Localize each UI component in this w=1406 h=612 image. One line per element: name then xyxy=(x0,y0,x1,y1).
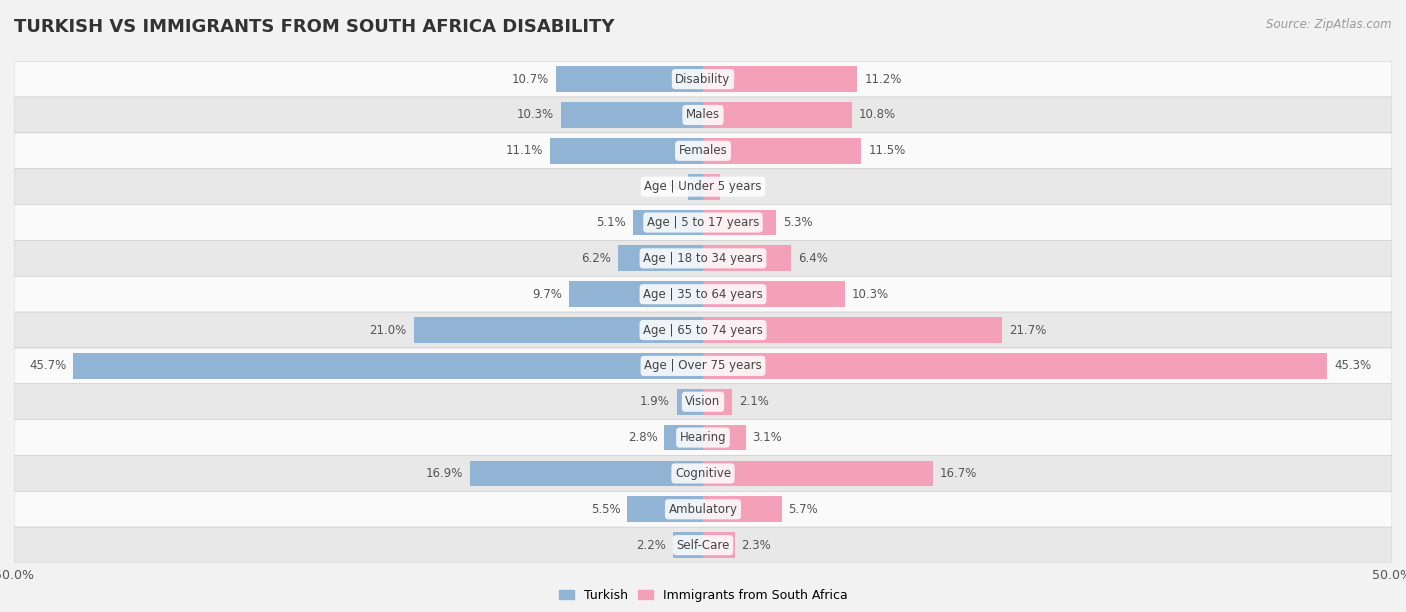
FancyBboxPatch shape xyxy=(14,384,1392,420)
Bar xyxy=(633,209,703,236)
FancyBboxPatch shape xyxy=(14,169,1392,204)
Text: Hearing: Hearing xyxy=(679,431,727,444)
Text: Age | 65 to 74 years: Age | 65 to 74 years xyxy=(643,324,763,337)
FancyBboxPatch shape xyxy=(14,527,1392,563)
FancyBboxPatch shape xyxy=(14,61,1392,97)
Bar xyxy=(703,245,792,271)
Bar xyxy=(703,102,852,128)
Text: TURKISH VS IMMIGRANTS FROM SOUTH AFRICA DISABILITY: TURKISH VS IMMIGRANTS FROM SOUTH AFRICA … xyxy=(14,18,614,36)
FancyBboxPatch shape xyxy=(14,491,1392,527)
Bar xyxy=(703,496,782,522)
Bar xyxy=(569,282,703,307)
Text: 2.1%: 2.1% xyxy=(738,395,769,408)
Text: Self-Care: Self-Care xyxy=(676,539,730,551)
FancyBboxPatch shape xyxy=(14,420,1392,455)
Bar xyxy=(73,353,703,379)
Text: 1.9%: 1.9% xyxy=(640,395,669,408)
Bar xyxy=(703,425,745,450)
Text: 11.2%: 11.2% xyxy=(865,73,901,86)
Bar xyxy=(470,460,703,487)
Text: Age | Over 75 years: Age | Over 75 years xyxy=(644,359,762,372)
Bar xyxy=(703,532,735,558)
Bar xyxy=(703,66,858,92)
FancyBboxPatch shape xyxy=(14,276,1392,312)
Text: 10.3%: 10.3% xyxy=(852,288,889,300)
Text: 16.7%: 16.7% xyxy=(941,467,977,480)
Text: 10.3%: 10.3% xyxy=(517,108,554,121)
Text: Females: Females xyxy=(679,144,727,157)
Text: 2.3%: 2.3% xyxy=(741,539,772,551)
Text: Age | 5 to 17 years: Age | 5 to 17 years xyxy=(647,216,759,229)
Text: 5.7%: 5.7% xyxy=(789,503,818,516)
Text: 16.9%: 16.9% xyxy=(426,467,463,480)
Legend: Turkish, Immigrants from South Africa: Turkish, Immigrants from South Africa xyxy=(554,584,852,607)
Text: Cognitive: Cognitive xyxy=(675,467,731,480)
Text: Ambulatory: Ambulatory xyxy=(668,503,738,516)
Text: Age | 35 to 64 years: Age | 35 to 64 years xyxy=(643,288,763,300)
Text: 5.3%: 5.3% xyxy=(783,216,813,229)
Text: 1.2%: 1.2% xyxy=(727,180,756,193)
Text: 2.8%: 2.8% xyxy=(628,431,658,444)
Text: 5.5%: 5.5% xyxy=(591,503,620,516)
Text: 3.1%: 3.1% xyxy=(752,431,782,444)
Text: 5.1%: 5.1% xyxy=(596,216,626,229)
Bar xyxy=(676,389,703,415)
Text: 9.7%: 9.7% xyxy=(533,288,562,300)
Text: Age | 18 to 34 years: Age | 18 to 34 years xyxy=(643,252,763,265)
Bar xyxy=(665,425,703,450)
Bar xyxy=(703,282,845,307)
Text: 21.0%: 21.0% xyxy=(370,324,406,337)
Bar xyxy=(703,209,776,236)
Bar xyxy=(688,174,703,200)
Bar xyxy=(703,138,862,164)
Bar xyxy=(550,138,703,164)
Bar xyxy=(555,66,703,92)
Bar xyxy=(627,496,703,522)
Bar xyxy=(561,102,703,128)
Bar xyxy=(703,389,733,415)
Text: Disability: Disability xyxy=(675,73,731,86)
Bar xyxy=(703,460,934,487)
Text: 10.7%: 10.7% xyxy=(512,73,548,86)
Text: 6.2%: 6.2% xyxy=(581,252,610,265)
Text: 45.3%: 45.3% xyxy=(1334,359,1371,372)
FancyBboxPatch shape xyxy=(14,348,1392,384)
Text: Males: Males xyxy=(686,108,720,121)
Text: 11.5%: 11.5% xyxy=(869,144,905,157)
Text: Source: ZipAtlas.com: Source: ZipAtlas.com xyxy=(1267,18,1392,31)
Bar xyxy=(703,353,1327,379)
Text: 45.7%: 45.7% xyxy=(30,359,66,372)
Text: 10.8%: 10.8% xyxy=(859,108,896,121)
Bar xyxy=(617,245,703,271)
FancyBboxPatch shape xyxy=(14,312,1392,348)
Text: 11.1%: 11.1% xyxy=(506,144,543,157)
Bar xyxy=(413,317,703,343)
Bar xyxy=(703,317,1002,343)
Text: 2.2%: 2.2% xyxy=(636,539,666,551)
FancyBboxPatch shape xyxy=(14,204,1392,241)
FancyBboxPatch shape xyxy=(14,97,1392,133)
FancyBboxPatch shape xyxy=(14,133,1392,169)
Bar xyxy=(703,174,720,200)
FancyBboxPatch shape xyxy=(14,455,1392,491)
FancyBboxPatch shape xyxy=(14,241,1392,276)
Text: 6.4%: 6.4% xyxy=(799,252,828,265)
Text: 21.7%: 21.7% xyxy=(1010,324,1046,337)
Bar xyxy=(672,532,703,558)
Text: Vision: Vision xyxy=(685,395,721,408)
Text: 1.1%: 1.1% xyxy=(651,180,681,193)
Text: Age | Under 5 years: Age | Under 5 years xyxy=(644,180,762,193)
